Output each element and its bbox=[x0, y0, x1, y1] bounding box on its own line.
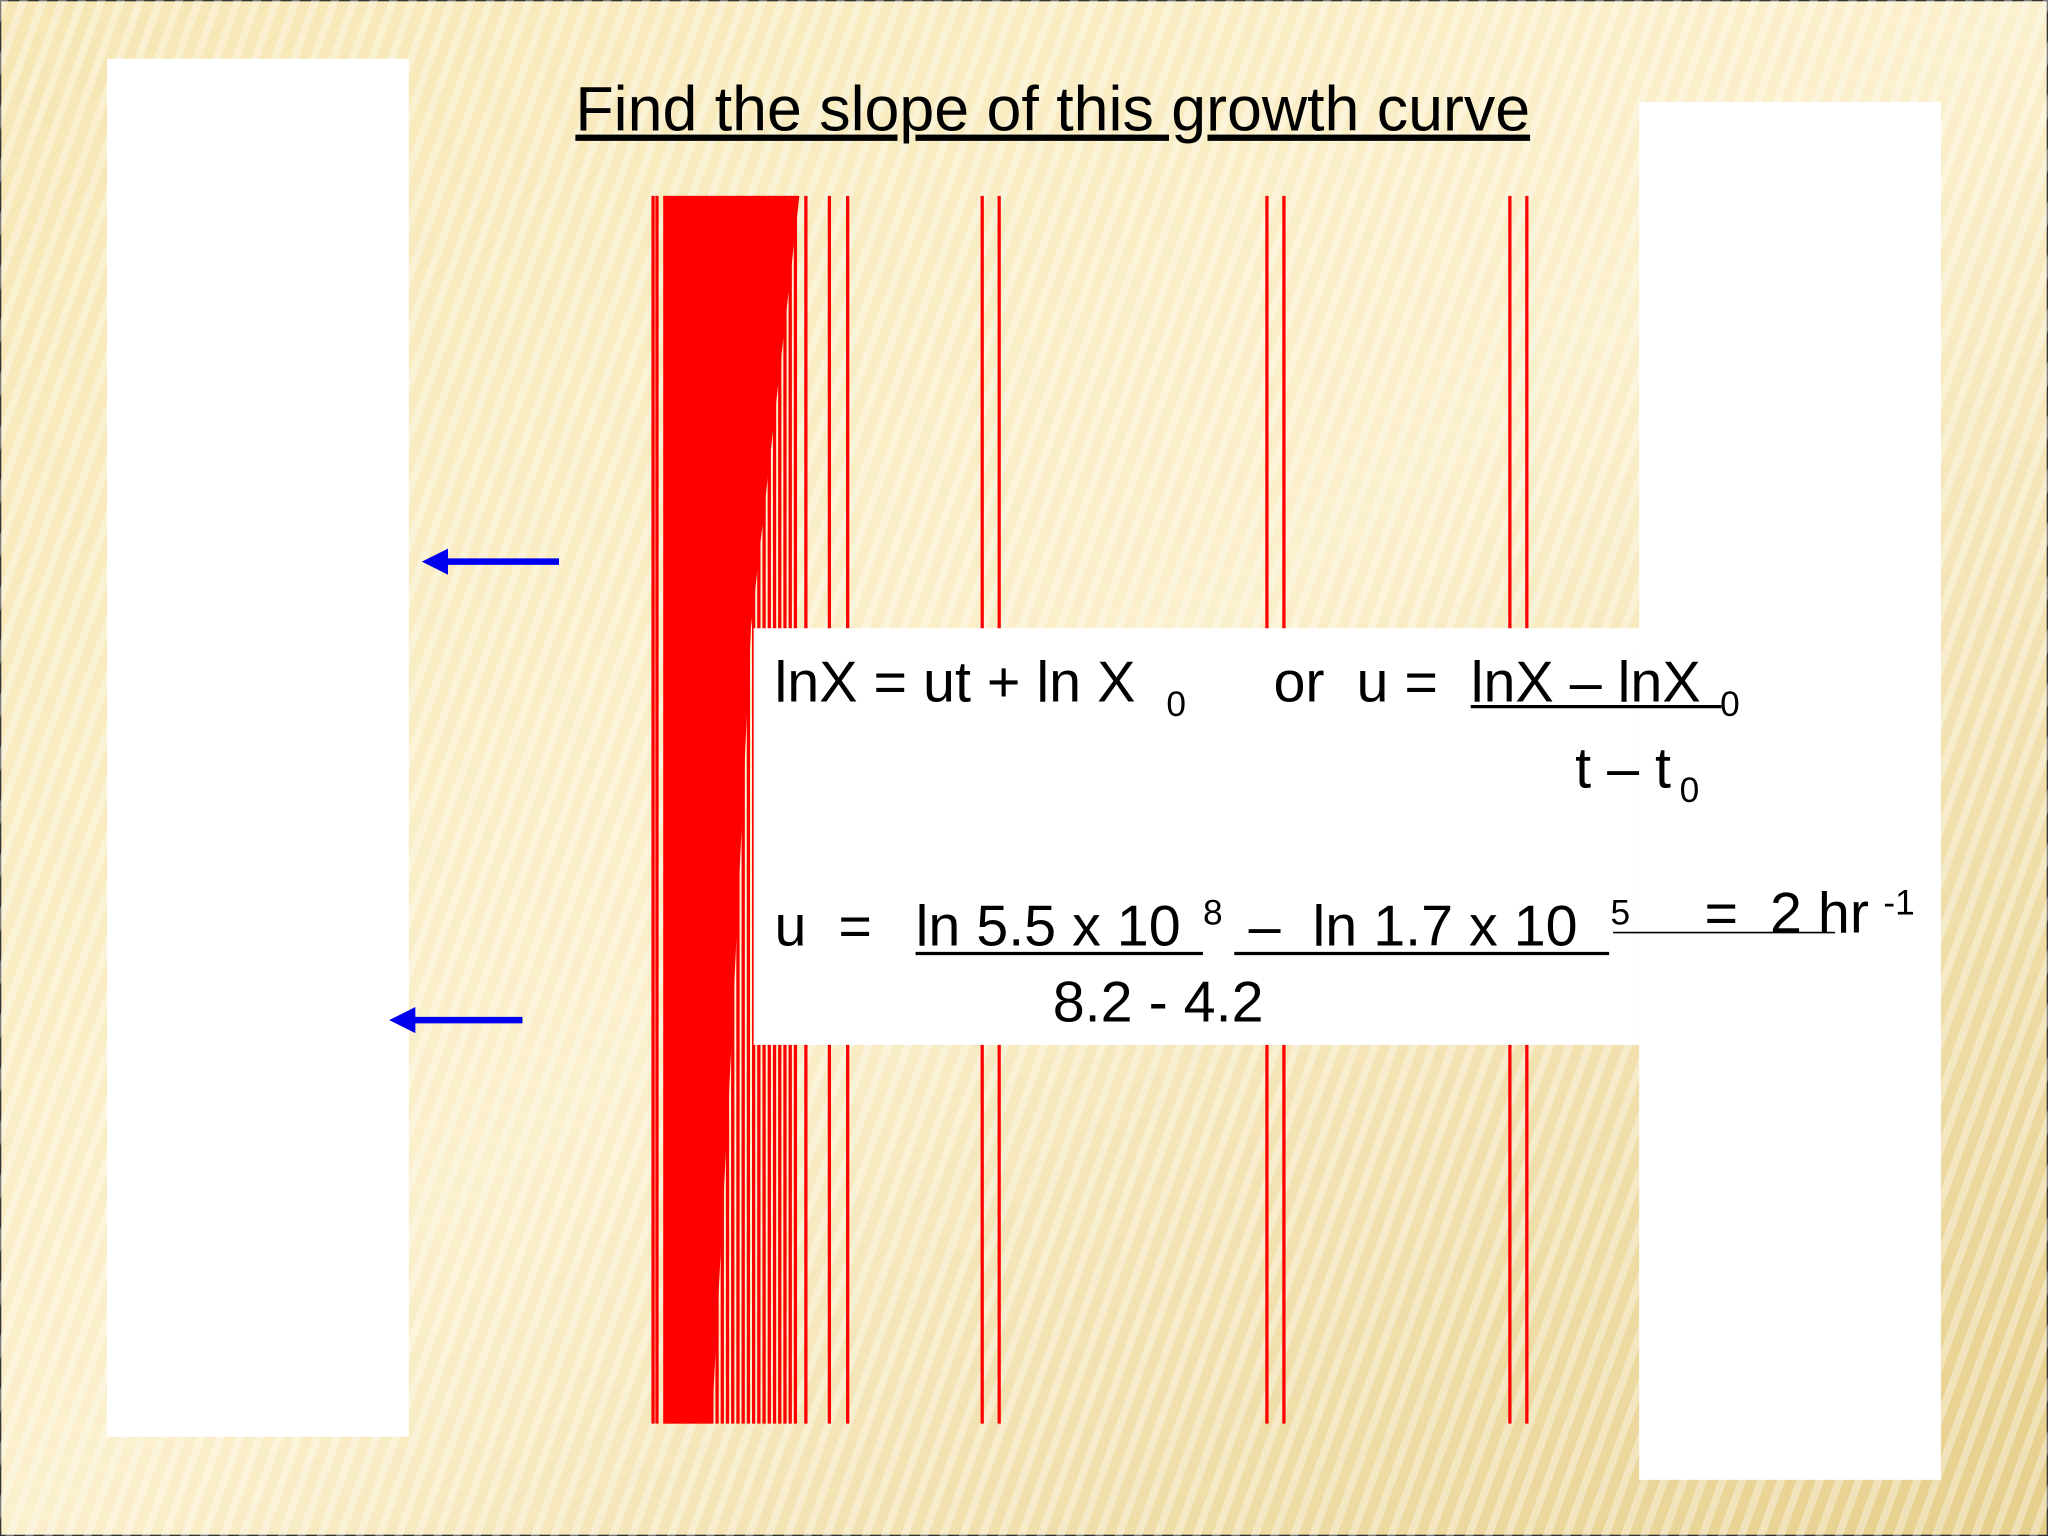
superscript: 8 bbox=[1203, 894, 1223, 933]
left-panel bbox=[107, 58, 409, 1437]
equation-box bbox=[753, 628, 1640, 1045]
equation-text: = 2 hr bbox=[1704, 882, 1868, 946]
equation-text: t – t bbox=[1575, 737, 1671, 801]
subscript: 0 bbox=[1166, 685, 1186, 724]
equation-text: u = bbox=[775, 895, 872, 959]
superscript: 5 bbox=[1610, 894, 1630, 933]
arrow bbox=[421, 548, 560, 575]
equation-text: lnX = ut + ln X bbox=[775, 650, 1136, 714]
superscript: -1 bbox=[1883, 883, 1914, 922]
title: Find the slope of this growth curve bbox=[575, 75, 1530, 145]
equation-text: ln 5.5 x 10 bbox=[916, 895, 1181, 959]
arrow bbox=[389, 1007, 523, 1034]
red-block bbox=[663, 195, 800, 1424]
subscript: 0 bbox=[1680, 771, 1700, 810]
subscript: 0 bbox=[1720, 685, 1740, 724]
equation-text: lnX – lnX bbox=[1471, 650, 1701, 714]
equation-text: 8.2 - 4.2 bbox=[1053, 970, 1264, 1034]
equation-text: or u = bbox=[1273, 650, 1453, 714]
equation-text: – ln 1.7 x 10 bbox=[1249, 895, 1578, 959]
right-panel bbox=[1639, 101, 1941, 1480]
